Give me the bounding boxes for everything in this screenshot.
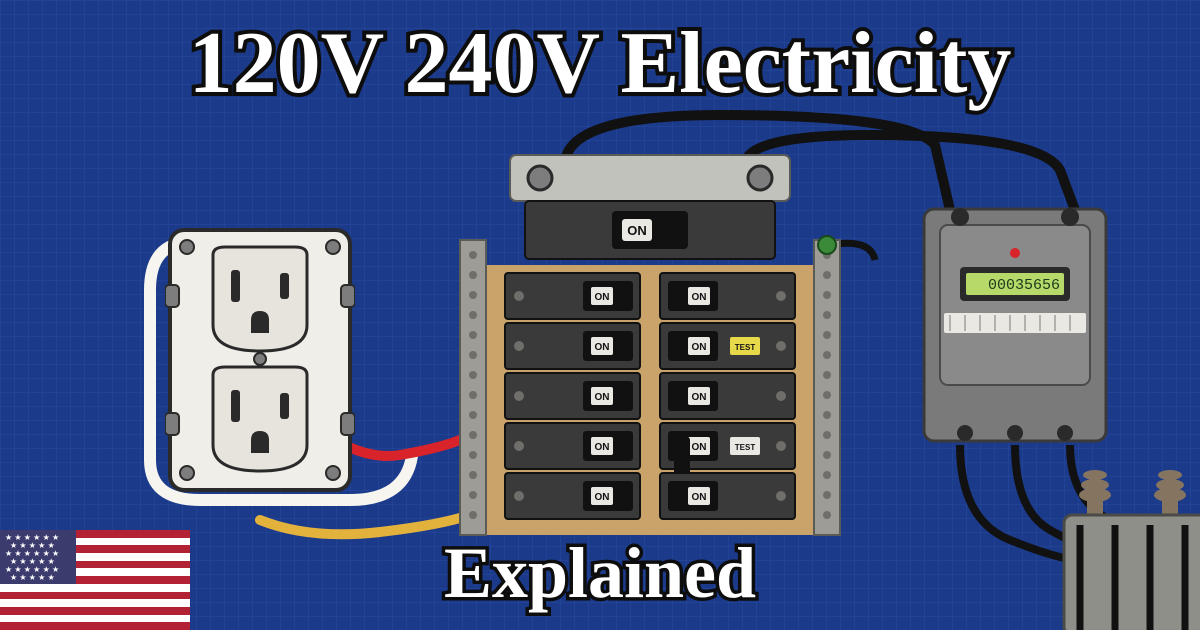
svg-text:ON: ON	[692, 292, 707, 303]
breaker-panel: ON ON	[430, 145, 870, 545]
main-lug-right	[748, 166, 772, 190]
svg-text:TEST: TEST	[735, 343, 756, 352]
svg-text:ON: ON	[692, 442, 707, 453]
svg-text:ON: ON	[595, 392, 610, 403]
svg-text:120V 240V Electricity: 120V 240V Electricity	[189, 15, 1012, 112]
main-breaker-label: ON	[627, 223, 647, 238]
svg-text:ON: ON	[692, 392, 707, 403]
main-lug-left	[528, 166, 552, 190]
title-top: 120V 240V Electricity	[0, 0, 1200, 125]
busbar-left	[460, 240, 486, 535]
panel-svg: ON ON	[430, 145, 870, 545]
svg-text:TEST: TEST	[735, 443, 756, 452]
busbar-right	[814, 236, 840, 535]
outlet-svg	[165, 225, 355, 495]
electric-meter: 00035656	[920, 205, 1110, 445]
svg-text:ON: ON	[595, 492, 610, 503]
diagram-canvas: ON ON	[0, 0, 1200, 630]
meter-reading: 00035656	[988, 277, 1060, 294]
breaker-left-col: ON ON ON	[505, 273, 640, 519]
svg-text:★ ★ ★ ★ ★: ★ ★ ★ ★ ★	[10, 573, 55, 582]
breaker-right-col: ON ON TEST	[660, 273, 795, 519]
svg-text:Explained: Explained	[444, 533, 756, 613]
meter-led	[1010, 248, 1020, 258]
flag-canton: ★ ★ ★ ★ ★ ★ ★ ★ ★ ★ ★ ★ ★ ★ ★ ★ ★ ★ ★ ★ …	[0, 530, 76, 584]
main-breaker: ON	[525, 201, 775, 259]
outlet	[165, 225, 355, 495]
svg-text:ON: ON	[692, 342, 707, 353]
svg-text:ON: ON	[595, 292, 610, 303]
svg-text:ON: ON	[595, 342, 610, 353]
us-flag: ★ ★ ★ ★ ★ ★ ★ ★ ★ ★ ★ ★ ★ ★ ★ ★ ★ ★ ★ ★ …	[0, 530, 190, 630]
svg-text:ON: ON	[595, 442, 610, 453]
ground-indicator	[818, 236, 836, 254]
outlet-face-bottom	[213, 367, 307, 471]
svg-text:ON: ON	[692, 492, 707, 503]
outlet-face-top	[213, 247, 307, 351]
